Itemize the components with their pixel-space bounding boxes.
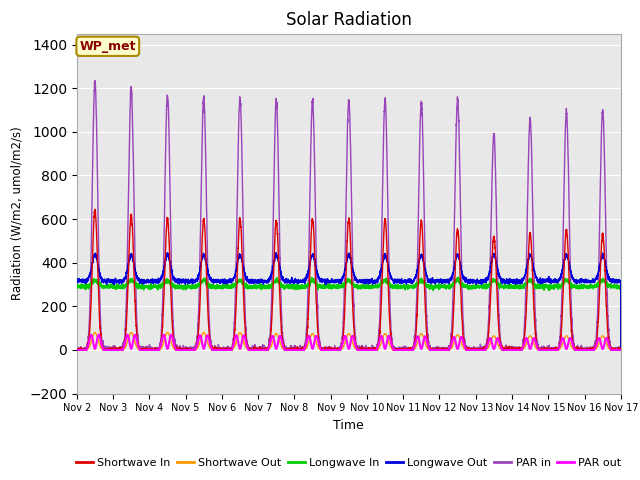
Shortwave In xyxy=(617,347,625,353)
PAR in xyxy=(171,336,179,342)
Longwave Out xyxy=(502,278,509,284)
PAR out xyxy=(616,347,624,353)
Text: WP_met: WP_met xyxy=(79,40,136,53)
Longwave Out xyxy=(617,347,625,353)
Longwave Out xyxy=(164,250,172,256)
PAR in xyxy=(73,347,81,353)
Line: Shortwave In: Shortwave In xyxy=(77,209,621,350)
Shortwave In xyxy=(329,347,337,352)
Y-axis label: Radiation (W/m2, umol/m2/s): Radiation (W/m2, umol/m2/s) xyxy=(11,127,24,300)
Longwave In xyxy=(617,347,625,353)
Shortwave In xyxy=(616,346,624,352)
PAR in xyxy=(92,78,99,84)
Line: PAR in: PAR in xyxy=(77,81,621,350)
Longwave Out xyxy=(441,279,449,285)
Longwave Out xyxy=(329,278,337,284)
Longwave Out xyxy=(471,279,479,285)
Shortwave In xyxy=(73,347,81,353)
Shortwave In xyxy=(73,347,81,352)
Shortwave In xyxy=(441,347,449,353)
PAR in xyxy=(616,347,624,353)
PAR in xyxy=(471,347,479,353)
Shortwave In xyxy=(502,347,509,352)
Line: Shortwave Out: Shortwave Out xyxy=(77,333,621,350)
Shortwave In xyxy=(92,206,99,212)
Shortwave Out xyxy=(441,347,449,353)
Line: PAR out: PAR out xyxy=(77,335,621,350)
Line: Longwave In: Longwave In xyxy=(77,277,621,350)
PAR in xyxy=(502,347,509,353)
Shortwave Out xyxy=(617,347,625,353)
PAR in xyxy=(617,347,625,353)
Shortwave In xyxy=(471,346,479,351)
PAR out xyxy=(73,347,81,353)
PAR in xyxy=(329,345,337,350)
Longwave Out xyxy=(616,278,624,284)
Longwave In xyxy=(328,284,336,290)
Shortwave Out xyxy=(471,347,479,353)
Shortwave Out xyxy=(329,347,337,353)
PAR out xyxy=(329,347,337,353)
Shortwave Out xyxy=(91,330,99,336)
PAR in xyxy=(73,346,81,352)
Longwave Out xyxy=(73,279,81,285)
Shortwave Out xyxy=(171,346,179,352)
Longwave In xyxy=(440,283,448,289)
Longwave Out xyxy=(171,277,179,283)
X-axis label: Time: Time xyxy=(333,419,364,432)
PAR out xyxy=(441,347,449,353)
Longwave In xyxy=(171,282,179,288)
Shortwave Out xyxy=(502,347,509,353)
Shortwave In xyxy=(171,344,179,350)
Longwave In xyxy=(471,284,479,289)
Longwave In xyxy=(502,285,509,290)
Longwave In xyxy=(454,274,462,280)
Shortwave Out xyxy=(73,347,81,353)
Longwave In xyxy=(73,284,81,289)
Line: Longwave Out: Longwave Out xyxy=(77,253,621,350)
Title: Solar Radiation: Solar Radiation xyxy=(286,11,412,29)
PAR out xyxy=(617,347,625,353)
PAR out xyxy=(502,347,509,353)
PAR in xyxy=(441,347,449,353)
PAR out xyxy=(167,332,175,337)
Longwave In xyxy=(616,285,624,290)
PAR out xyxy=(471,347,479,353)
PAR out xyxy=(171,344,179,349)
Legend: Shortwave In, Shortwave Out, Longwave In, Longwave Out, PAR in, PAR out: Shortwave In, Shortwave Out, Longwave In… xyxy=(72,453,626,472)
Shortwave Out xyxy=(616,347,624,353)
